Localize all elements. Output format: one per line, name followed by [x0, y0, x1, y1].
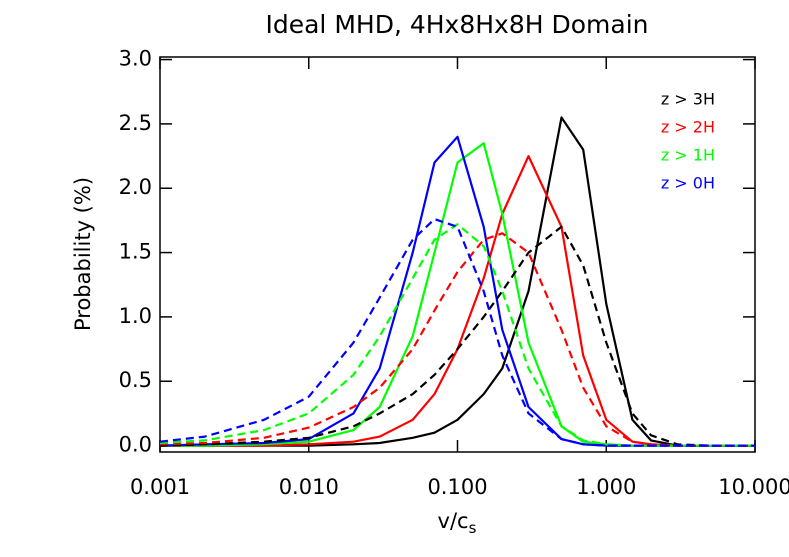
x-tick-label: 0.010	[279, 475, 339, 499]
legend-entry: z > 3H	[661, 90, 715, 109]
x-axis-label-main: v/c	[438, 509, 469, 533]
y-tick-label: 1.5	[119, 240, 152, 264]
legend-entry: z > 1H	[661, 146, 715, 165]
y-tick-label: 2.0	[119, 175, 152, 199]
x-tick-label: 0.001	[130, 475, 190, 499]
x-tick-label: 0.100	[427, 475, 487, 499]
dashed-line	[159, 232, 755, 447]
y-tick-label: 2.5	[119, 111, 152, 135]
y-tick-label: 1.0	[119, 304, 152, 328]
x-axis-label-subscript: s	[469, 519, 477, 537]
dashed-line	[159, 225, 755, 447]
legend-entry: z > 2H	[661, 118, 715, 137]
x-axis-label: v/cs	[438, 509, 477, 537]
x-tick-label: 10.000	[718, 475, 789, 499]
y-tick-label: 3.0	[119, 47, 152, 71]
y-tick-label: 0.0	[119, 433, 152, 457]
plot-frame	[159, 56, 756, 453]
chart-title: Ideal MHD, 4Hx8Hx8H Domain	[265, 10, 648, 39]
dashed-line	[159, 218, 755, 447]
line	[160, 116, 755, 447]
dashed-line	[159, 223, 755, 447]
x-tick-label: 1.000	[576, 475, 636, 499]
legend-entry: z > 0H	[661, 174, 715, 193]
legend: z > 3H z > 2H z > 1H z > 0H	[661, 90, 715, 193]
line	[160, 155, 755, 447]
y-tick-label: 0.5	[119, 368, 152, 392]
y-axis-label: Probability (%)	[71, 177, 95, 331]
